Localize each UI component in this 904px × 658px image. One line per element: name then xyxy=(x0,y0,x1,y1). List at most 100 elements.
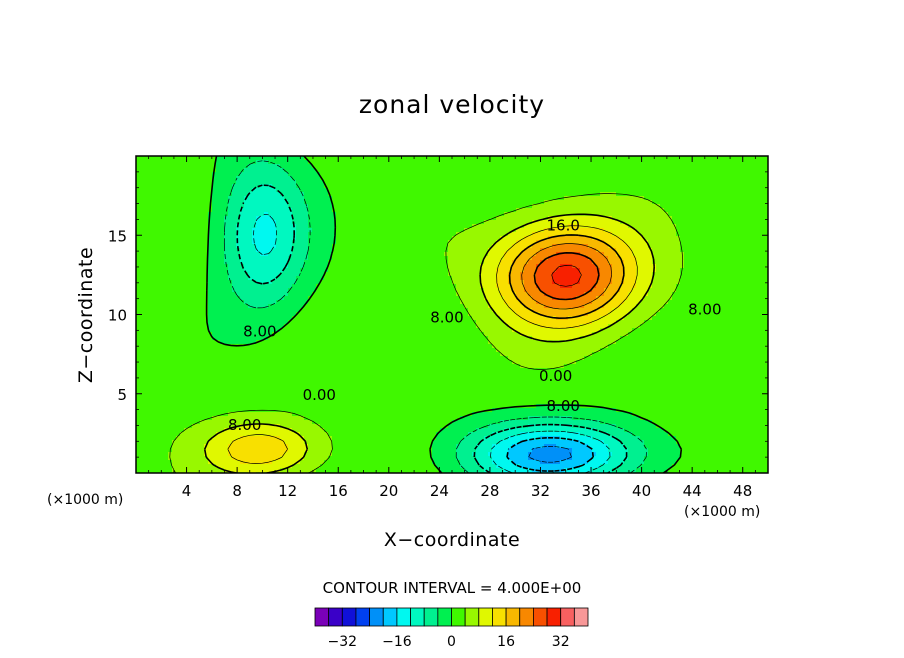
field-cell xyxy=(548,220,553,225)
field-cell xyxy=(648,228,653,233)
field-cell xyxy=(320,196,325,201)
field-cell xyxy=(408,276,413,281)
field-cell xyxy=(372,260,377,265)
field-cell xyxy=(384,268,389,273)
field-cell xyxy=(456,208,461,213)
field-cell xyxy=(540,164,545,169)
field-cell xyxy=(364,200,369,205)
field-cell xyxy=(372,208,377,213)
field-cell xyxy=(320,244,325,249)
field-cell xyxy=(176,160,181,165)
field-cell xyxy=(404,184,409,189)
field-cell xyxy=(416,164,421,169)
field-cell xyxy=(188,180,193,185)
field-cell xyxy=(276,168,281,173)
field-cell xyxy=(244,208,249,213)
field-cell xyxy=(612,164,617,169)
field-cell xyxy=(428,176,433,181)
field-cell xyxy=(656,196,661,201)
field-cell xyxy=(692,204,697,209)
field-cell xyxy=(216,192,221,197)
field-cell xyxy=(224,244,229,249)
field-cell xyxy=(496,196,501,201)
field-cell xyxy=(632,188,637,193)
field-cell xyxy=(440,156,445,161)
field-cell xyxy=(192,276,197,281)
field-cell xyxy=(636,200,641,205)
field-cell xyxy=(248,244,253,249)
field-cell xyxy=(408,256,413,261)
field-cell xyxy=(736,172,741,177)
field-cell xyxy=(392,264,397,269)
field-cell xyxy=(152,240,157,245)
field-cell xyxy=(300,232,305,237)
field-cell xyxy=(528,268,533,273)
field-cell xyxy=(264,196,269,201)
field-cell xyxy=(340,220,345,225)
field-cell xyxy=(492,276,497,281)
field-cell xyxy=(160,200,165,205)
field-cell xyxy=(136,220,141,225)
field-cell xyxy=(624,256,629,261)
field-cell xyxy=(268,160,273,165)
field-cell xyxy=(640,212,645,217)
field-cell xyxy=(660,220,665,225)
field-cell xyxy=(228,276,233,281)
field-cell xyxy=(472,224,477,229)
field-cell xyxy=(208,232,213,237)
field-cell xyxy=(536,252,541,257)
field-cell xyxy=(568,268,573,273)
field-cell xyxy=(448,156,453,161)
field-cell xyxy=(572,256,577,261)
field-cell xyxy=(640,232,645,237)
field-cell xyxy=(456,176,461,181)
field-cell xyxy=(340,224,345,229)
field-cell xyxy=(328,160,333,165)
field-cell xyxy=(708,240,713,245)
field-cell xyxy=(288,192,293,197)
field-cell xyxy=(676,264,681,269)
field-cell xyxy=(668,260,673,265)
field-cell xyxy=(476,264,481,269)
field-cell xyxy=(452,276,457,281)
field-cell xyxy=(656,244,661,249)
field-cell xyxy=(340,252,345,257)
field-cell xyxy=(280,244,285,249)
field-cell xyxy=(516,240,521,245)
field-cell xyxy=(704,188,709,193)
field-cell xyxy=(536,248,541,253)
field-cell xyxy=(600,244,605,249)
field-cell xyxy=(192,160,197,165)
field-cell xyxy=(168,196,173,201)
field-cell xyxy=(464,228,469,233)
field-cell xyxy=(652,220,657,225)
field-cell xyxy=(632,168,637,173)
field-cell xyxy=(496,232,501,237)
field-cell xyxy=(208,180,213,185)
field-cell xyxy=(224,196,229,201)
field-cell xyxy=(596,168,601,173)
field-cell xyxy=(608,192,613,197)
field-cell xyxy=(692,260,697,265)
field-cell xyxy=(732,248,737,253)
field-cell xyxy=(572,220,577,225)
field-cell xyxy=(688,220,693,225)
field-cell xyxy=(764,192,768,197)
field-cell xyxy=(760,236,765,241)
field-cell xyxy=(536,232,541,237)
field-cell xyxy=(600,172,605,177)
field-cell xyxy=(560,208,565,213)
field-cell xyxy=(280,252,285,257)
field-cell xyxy=(616,228,621,233)
field-cell xyxy=(416,188,421,193)
field-cell xyxy=(404,260,409,265)
field-cell xyxy=(432,248,437,253)
field-cell xyxy=(460,248,465,253)
field-cell xyxy=(256,196,261,201)
field-cell xyxy=(160,216,165,221)
field-cell xyxy=(432,256,437,261)
field-cell xyxy=(628,168,633,173)
field-cell xyxy=(244,168,249,173)
field-cell xyxy=(220,256,225,261)
field-cell xyxy=(196,196,201,201)
